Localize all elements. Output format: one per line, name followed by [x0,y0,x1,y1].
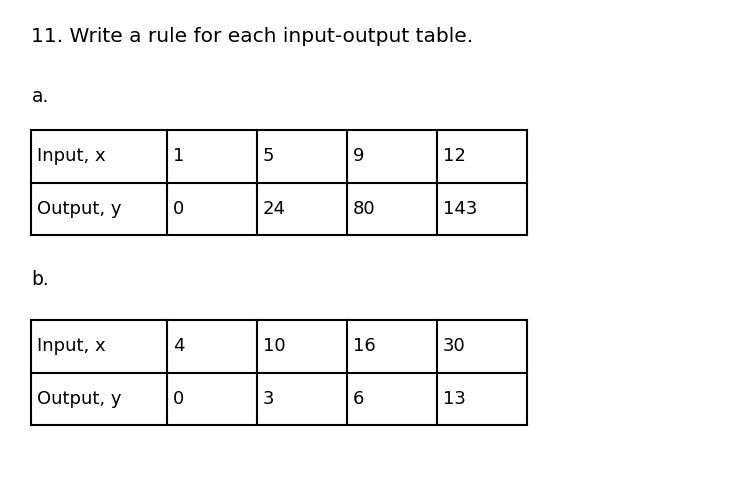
Text: 30: 30 [443,337,466,355]
Text: 24: 24 [263,200,285,218]
Text: 13: 13 [443,390,466,408]
Text: 16: 16 [353,337,376,355]
Text: a.: a. [31,88,49,106]
Text: 6: 6 [353,390,365,408]
Text: 10: 10 [263,337,285,355]
Text: 12: 12 [443,147,466,165]
Text: Input, x: Input, x [37,337,106,355]
Text: 0: 0 [173,200,184,218]
Text: 9: 9 [353,147,365,165]
Text: 0: 0 [173,390,184,408]
Text: b.: b. [31,270,49,289]
Text: 1: 1 [173,147,184,165]
Text: Output, y: Output, y [37,200,122,218]
Text: 80: 80 [353,200,376,218]
Text: 11. Write a rule for each input-output table.: 11. Write a rule for each input-output t… [31,28,474,46]
Text: 143: 143 [443,200,477,218]
Text: Input, x: Input, x [37,147,106,165]
Text: 3: 3 [263,390,274,408]
Text: 4: 4 [173,337,184,355]
Text: 5: 5 [263,147,274,165]
Text: Output, y: Output, y [37,390,122,408]
